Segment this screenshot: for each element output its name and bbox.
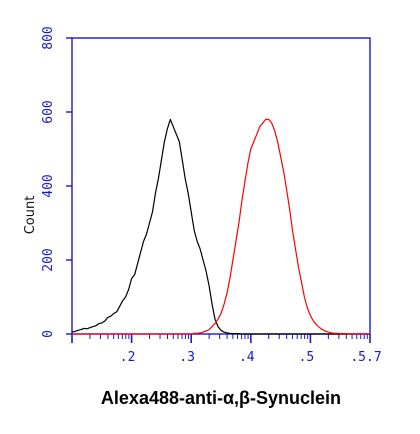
y-axis-ticks: 0 200 400 600 800 xyxy=(41,26,72,338)
control-histogram-line xyxy=(71,118,370,335)
x-tick-label: .5.7 xyxy=(350,350,381,365)
x-tick-label: .4 xyxy=(239,350,255,365)
x-tick-label: .5 xyxy=(299,350,315,365)
plot-border xyxy=(71,37,371,335)
y-tick-label: 800 xyxy=(41,26,56,49)
series-layer xyxy=(71,118,370,335)
x-axis-ticks: .2 .3 .4 .5 .5.7 xyxy=(71,334,382,365)
plot-frame xyxy=(71,37,371,335)
y-tick-label: 200 xyxy=(41,248,56,271)
x-axis-label: Alexa488-anti-α,β-Synuclein xyxy=(101,388,341,408)
stained-histogram-line xyxy=(72,118,370,335)
x-tick-label: .2 xyxy=(120,350,136,365)
y-axis-label: Count xyxy=(23,196,38,235)
y-tick-label: 400 xyxy=(41,174,56,197)
x-tick-label: .3 xyxy=(179,350,195,365)
y-tick-label: 0 xyxy=(41,330,56,338)
y-tick-label: 600 xyxy=(41,100,56,123)
